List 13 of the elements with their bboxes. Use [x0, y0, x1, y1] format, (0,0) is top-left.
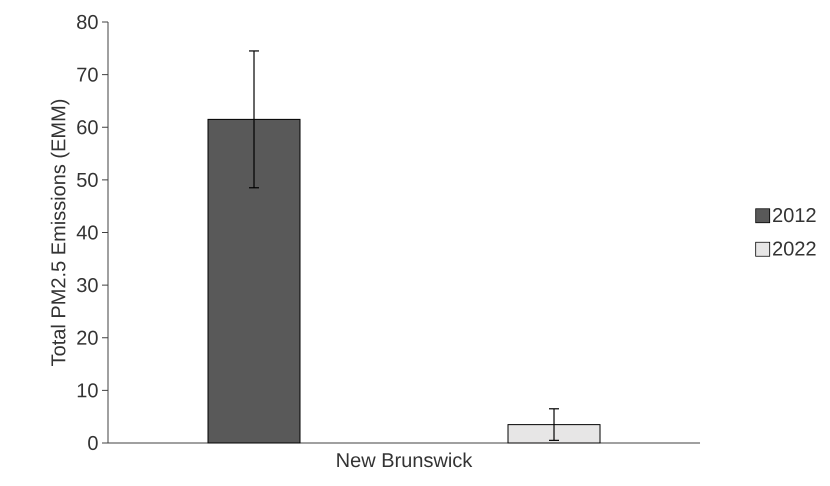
y-tick-label: 40 — [76, 225, 98, 240]
y-tick-label: 0 — [88, 436, 98, 450]
legend-label: 2022 — [773, 241, 816, 256]
legend-label: 2012 — [773, 208, 816, 222]
x-tick-label: New Brunswick — [337, 452, 472, 468]
y-tick-label: 80 — [77, 14, 98, 30]
y-tick-label: 30 — [77, 278, 98, 292]
y-tick-label: 20 — [77, 330, 98, 345]
y-tick-label: 70 — [77, 68, 98, 82]
y-tick-label: 10 — [78, 383, 98, 398]
y-axis-title: Total PM2.5 Emissions (EMM) — [50, 100, 70, 366]
y-tick-label: 60 — [77, 120, 98, 134]
y-tick-label: 50 — [77, 172, 98, 187]
